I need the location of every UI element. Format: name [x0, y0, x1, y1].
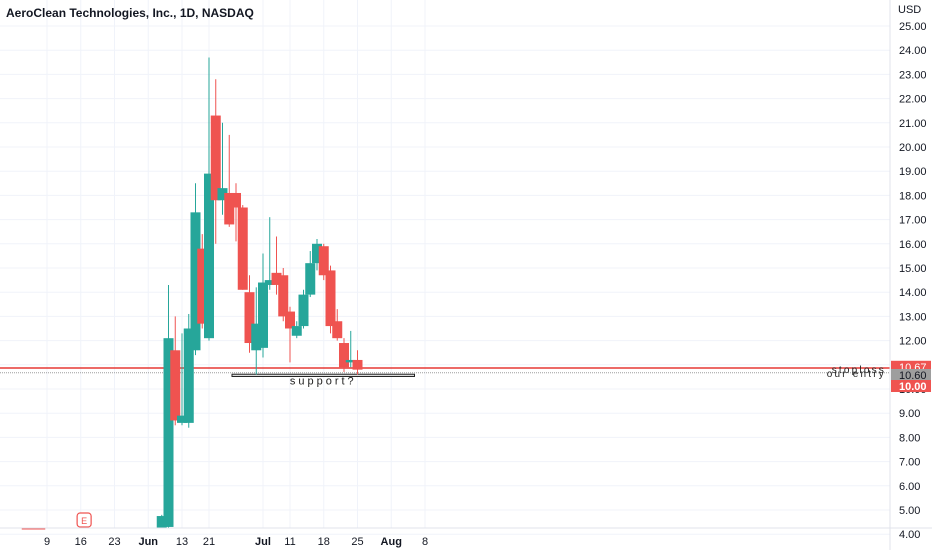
- candle-body: [217, 188, 228, 201]
- y-tick-label: 8.00: [899, 432, 920, 444]
- price-axis[interactable]: 4.005.006.007.008.009.0010.0011.0012.001…: [889, 0, 927, 550]
- candle-body: [190, 212, 201, 351]
- candle-body: [352, 359, 363, 370]
- y-tick-label: 9.00: [899, 408, 920, 420]
- candle-body: [332, 321, 343, 339]
- candle-body: [204, 173, 214, 339]
- y-tick-label: 18.00: [899, 190, 927, 202]
- candle-body: [156, 516, 167, 528]
- y-tick-label: 4.00: [899, 529, 920, 541]
- price-tag-support: [891, 369, 931, 381]
- candle-body: [345, 359, 356, 363]
- candle-body: [251, 323, 262, 351]
- candle-body: [264, 280, 275, 285]
- candle-body: [312, 243, 322, 264]
- stoploss-label: stoploss: [832, 365, 886, 376]
- x-tick-label: Jul: [255, 536, 271, 548]
- x-tick-label: 8: [422, 536, 428, 548]
- y-tick-label: 5.00: [899, 505, 920, 517]
- y-tick-label: 12.00: [899, 336, 927, 348]
- entry-label: our entry: [827, 369, 886, 380]
- candle-body: [318, 246, 329, 276]
- candles-layer: E: [21, 57, 363, 530]
- x-tick-label: 11: [284, 536, 295, 548]
- candle-body: [183, 328, 194, 423]
- candle-body: [325, 270, 336, 327]
- x-tick-label: 9: [44, 536, 50, 548]
- candle-body: [244, 292, 255, 344]
- candle-body: [177, 415, 187, 423]
- candle-body: [197, 248, 208, 324]
- candle-body: [278, 275, 289, 317]
- candle-body: [231, 192, 241, 208]
- time-axis[interactable]: 9 16 23 Jun 13 21 Jul 11 18 25 Aug 8: [0, 527, 932, 548]
- y-tick-label: 16.00: [899, 239, 927, 251]
- y-tick-label: 19.00: [899, 166, 927, 178]
- x-tick-label: Jun: [138, 536, 158, 548]
- y-tick-label: 21.00: [899, 118, 927, 130]
- earnings-marker-box: [76, 512, 92, 528]
- candle-body: [285, 311, 295, 329]
- y-tick-label: 23.00: [899, 69, 927, 81]
- y-tick-label: 22.00: [899, 94, 927, 106]
- candle-body: [237, 207, 248, 290]
- x-tick-label: 13: [176, 536, 188, 548]
- candle-body: [28, 528, 39, 530]
- x-tick-label: 23: [108, 536, 120, 548]
- candle-body: [339, 343, 349, 368]
- support-box: [231, 373, 415, 377]
- y-tick-label: 13.00: [899, 311, 927, 323]
- y-tick-label: 17.00: [899, 215, 927, 227]
- x-tick-label: 25: [351, 536, 363, 548]
- y-tick-label: 15.00: [899, 263, 927, 275]
- candle-body: [224, 192, 235, 225]
- x-tick-label: 16: [75, 536, 87, 548]
- price-tag-label: 10.00: [899, 381, 927, 393]
- candle-body: [271, 272, 282, 285]
- candle-body: [298, 294, 309, 327]
- x-tick-label: Aug: [381, 536, 402, 548]
- y-tick-label: 20.00: [899, 142, 927, 154]
- x-tick-label: 18: [318, 536, 330, 548]
- x-tick-label: 21: [203, 536, 215, 548]
- candle-body: [170, 350, 181, 421]
- y-tick-label: 6.00: [899, 481, 920, 493]
- support-label: support?: [290, 375, 357, 387]
- candle-body: [210, 115, 221, 201]
- earnings-marker-label: E: [81, 516, 87, 526]
- y-tick-label: 25.00: [899, 21, 927, 33]
- y-tick-label: 7.00: [899, 457, 920, 469]
- y-tick-label: 14.00: [899, 287, 927, 299]
- currency-label: USD: [898, 4, 922, 16]
- candle-body: [258, 282, 268, 348]
- chart-title: AeroClean Technologies, Inc., 1D, NASDAQ: [6, 6, 254, 20]
- price-tag-stop: [891, 380, 931, 392]
- grid-layer: [0, 0, 890, 535]
- candle-body: [21, 528, 32, 530]
- candle-body: [163, 338, 174, 527]
- candle-body: [305, 263, 316, 295]
- earnings-marker-icon: E: [76, 512, 92, 528]
- candle-body: [291, 326, 302, 336]
- price-tag-label: 10.60: [899, 370, 927, 382]
- y-tick-label: 24.00: [899, 45, 927, 57]
- candle-body: [35, 528, 46, 530]
